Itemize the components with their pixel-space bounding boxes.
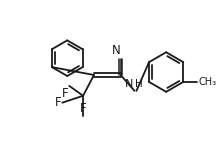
Text: H: H [134,79,142,89]
Text: CH₃: CH₃ [198,77,216,87]
Text: F: F [62,87,68,100]
Text: N: N [112,44,121,57]
Text: F: F [55,96,61,109]
Text: F: F [80,102,86,115]
Text: N: N [125,79,134,89]
